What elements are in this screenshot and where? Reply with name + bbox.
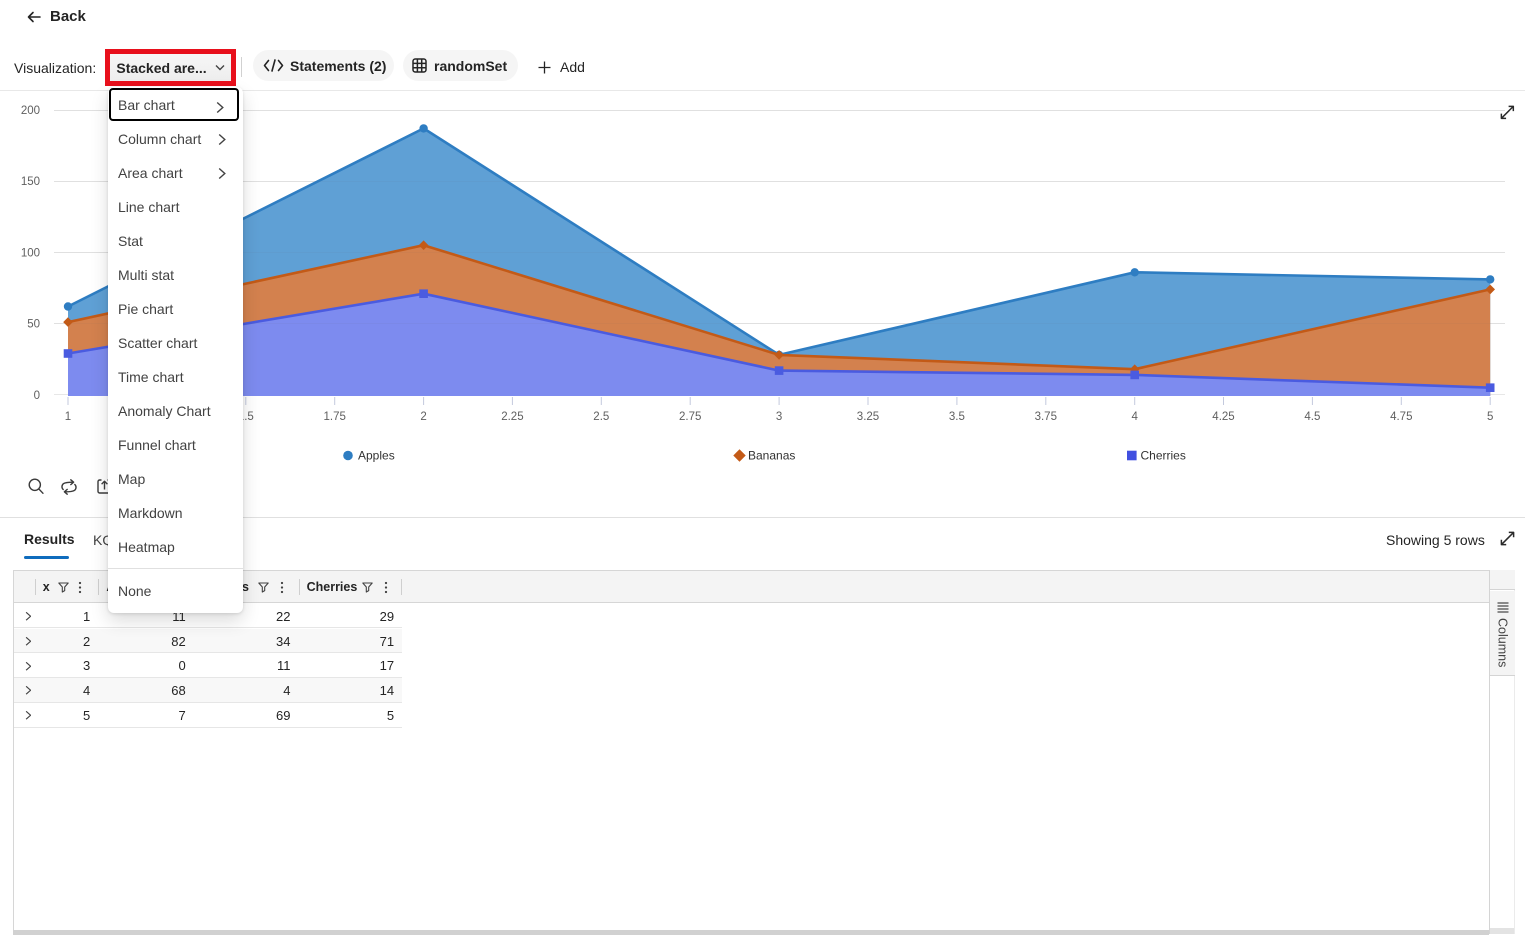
svg-text:4.75: 4.75 (1390, 411, 1412, 423)
svg-text:150: 150 (21, 176, 40, 188)
svg-text:1.75: 1.75 (324, 411, 346, 423)
svg-text:2.25: 2.25 (501, 411, 523, 423)
svg-text:Bananas: Bananas (748, 449, 795, 463)
svg-text:0: 0 (34, 390, 40, 402)
svg-text:2.75: 2.75 (679, 411, 701, 423)
svg-text:3: 3 (776, 411, 782, 423)
svg-text:2: 2 (420, 411, 426, 423)
svg-text:4.5: 4.5 (1304, 411, 1320, 423)
svg-text:2.5: 2.5 (593, 411, 609, 423)
svg-text:100: 100 (21, 247, 40, 259)
svg-text:Apples: Apples (358, 449, 395, 463)
svg-text:5: 5 (1487, 411, 1493, 423)
svg-text:4.25: 4.25 (1212, 411, 1234, 423)
svg-text:3.75: 3.75 (1035, 411, 1057, 423)
svg-text:Cherries: Cherries (1141, 449, 1186, 463)
svg-text:50: 50 (27, 319, 40, 331)
svg-text:3.5: 3.5 (949, 411, 965, 423)
svg-text:1: 1 (65, 411, 71, 423)
svg-text:3.25: 3.25 (857, 411, 879, 423)
svg-text:200: 200 (21, 105, 40, 117)
svg-text:4: 4 (1131, 411, 1138, 423)
